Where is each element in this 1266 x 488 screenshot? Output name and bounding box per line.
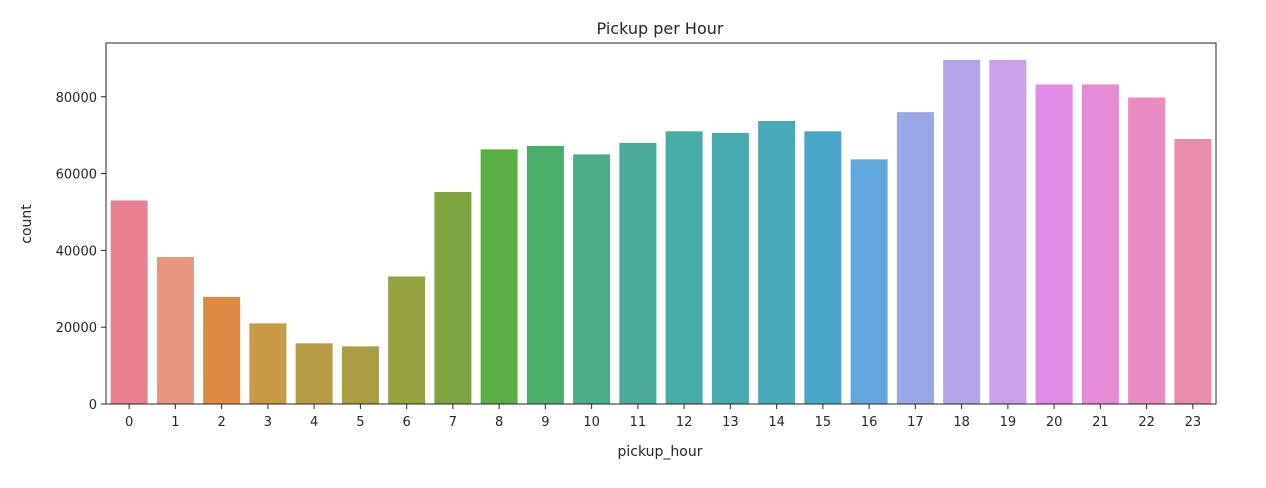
bar-hour-23 — [1174, 139, 1212, 405]
y-tick-label: 60000 — [56, 168, 97, 183]
x-tick-label: 3 — [264, 415, 272, 430]
x-tick-label: 15 — [815, 415, 832, 430]
bar-hour-17 — [896, 112, 934, 405]
x-tick-label: 17 — [907, 415, 924, 430]
bar-hour-15 — [804, 131, 842, 405]
bar-hour-12 — [665, 131, 703, 405]
bars-group — [110, 59, 1212, 405]
x-tick-label: 2 — [217, 415, 225, 430]
bar-hour-16 — [850, 159, 888, 404]
bar-hour-14 — [758, 120, 796, 405]
x-tick-label: 21 — [1092, 415, 1109, 430]
bar-hour-1 — [156, 256, 194, 404]
bar-hour-2 — [203, 296, 241, 404]
y-tick-label: 0 — [89, 398, 97, 413]
x-tick-label: 6 — [402, 415, 410, 430]
bar-hour-9 — [526, 145, 564, 404]
x-tick-label: 4 — [310, 415, 318, 430]
bar-hour-10 — [573, 154, 611, 404]
bar-hour-13 — [711, 132, 749, 404]
x-tick-label: 13 — [722, 415, 739, 430]
plot-frame — [105, 42, 1217, 405]
x-tick-label: 22 — [1138, 415, 1155, 430]
x-axis-label: pickup_hour — [618, 444, 703, 460]
x-tick-label: 18 — [953, 415, 970, 430]
bar-hour-11 — [619, 142, 657, 404]
bar-hour-7 — [434, 192, 472, 404]
x-tick-label: 16 — [861, 415, 878, 430]
y-tick-label: 20000 — [56, 321, 97, 336]
bar-hour-21 — [1081, 84, 1119, 404]
bar-hour-22 — [1128, 97, 1166, 404]
x-tick-label: 14 — [768, 415, 785, 430]
bar-hour-18 — [943, 59, 981, 404]
x-tick-label: 12 — [676, 415, 693, 430]
x-tick-label: 11 — [630, 415, 647, 430]
x-tick-label: 9 — [541, 415, 549, 430]
bar-hour-3 — [249, 323, 287, 404]
y-axis-label: count — [19, 204, 35, 244]
bar-hour-0 — [110, 200, 148, 404]
bar-hour-8 — [480, 149, 518, 404]
bar-hour-6 — [388, 276, 426, 404]
x-tick-label: 7 — [449, 415, 457, 430]
bar-hour-5 — [341, 346, 379, 404]
x-tick-label: 10 — [583, 415, 600, 430]
bar-hour-4 — [295, 343, 333, 404]
chart-title: Pickup per Hour — [597, 19, 724, 38]
x-tick-label: 20 — [1046, 415, 1063, 430]
y-axis-ticks: 0 20000 40000 60000 80000 — [56, 91, 106, 413]
x-tick-label: 23 — [1185, 415, 1202, 430]
bar-hour-19 — [989, 59, 1027, 404]
x-tick-label: 8 — [495, 415, 503, 430]
x-tick-label: 5 — [356, 415, 364, 430]
x-tick-label: 0 — [125, 415, 133, 430]
x-tick-label: 19 — [1000, 415, 1017, 430]
y-tick-label: 80000 — [56, 91, 97, 106]
x-tick-label: 1 — [171, 415, 179, 430]
x-axis-ticks: 0 1 2 3 4 5 6 7 8 9 10 11 12 13 14 15 16 17 18 19 20 21 22 23 — [125, 404, 1201, 430]
y-tick-label: 40000 — [56, 244, 97, 259]
bar-hour-20 — [1035, 84, 1073, 404]
